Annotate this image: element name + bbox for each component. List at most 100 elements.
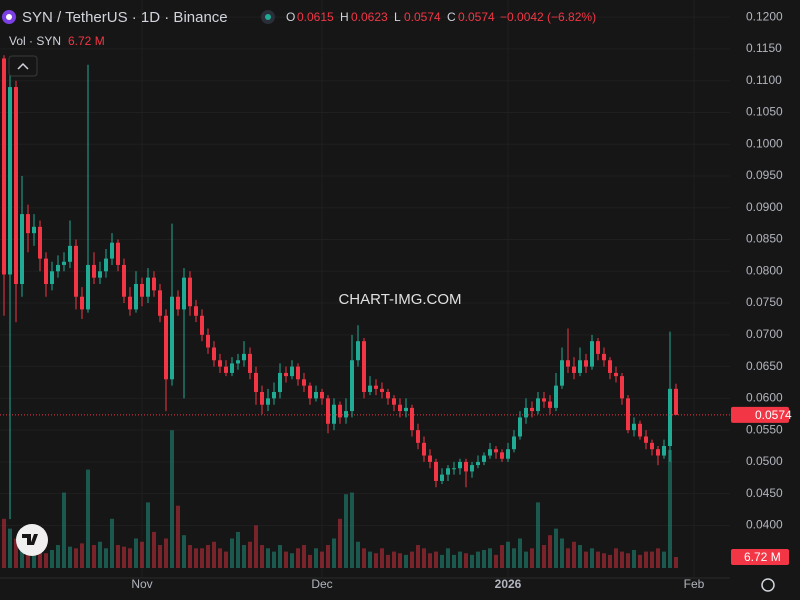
- volume-bar: [452, 554, 456, 568]
- watermark: CHART-IMG.COM: [338, 291, 461, 308]
- volume-bar: [248, 541, 252, 568]
- candle-body: [14, 87, 18, 284]
- volume-bar: [674, 556, 678, 568]
- volume-bar: [68, 546, 72, 568]
- volume-bar: [182, 535, 186, 568]
- volume-bar: [488, 548, 492, 568]
- candle-body: [344, 411, 348, 418]
- candle-body: [380, 388, 384, 393]
- candle-body: [128, 296, 132, 310]
- last-price-label: 0.0574: [755, 408, 792, 422]
- volume-bar: [140, 541, 144, 568]
- volume-tag-label: 6.72 M: [744, 550, 781, 564]
- volume-bar: [398, 553, 402, 568]
- candle-body: [332, 404, 336, 424]
- volume-bar: [152, 531, 156, 568]
- ohlc-label-h: H: [340, 10, 349, 24]
- candle-body: [506, 449, 510, 459]
- candle-body: [134, 284, 138, 310]
- candle-body: [62, 261, 66, 265]
- volume-bar: [326, 545, 330, 568]
- candle-body: [212, 347, 216, 361]
- candle-body: [224, 366, 228, 373]
- volume-bar: [500, 545, 504, 568]
- candle-body: [206, 334, 210, 348]
- candle-body: [320, 392, 324, 399]
- volume-tag: [731, 548, 789, 565]
- volume-bar: [116, 545, 120, 568]
- volume-bar: [44, 553, 48, 568]
- candle-body: [572, 366, 576, 373]
- candle-body: [662, 446, 666, 456]
- candle-body: [50, 271, 54, 284]
- candle-body: [470, 465, 474, 472]
- volume-bar: [308, 554, 312, 568]
- volume-bar: [386, 554, 390, 568]
- candle-body: [398, 404, 402, 412]
- candle-body: [290, 366, 294, 377]
- candle-body: [92, 264, 96, 278]
- ohlc-label-o: O: [286, 10, 295, 24]
- candle-body: [518, 417, 522, 437]
- candle-body: [476, 461, 480, 466]
- volume-bar: [74, 548, 78, 568]
- volume-bar: [122, 546, 126, 568]
- volume-bar: [668, 449, 672, 568]
- candle-body: [278, 372, 282, 393]
- volume-bar: [14, 538, 18, 568]
- candle-body: [560, 360, 564, 386]
- candle-body: [458, 461, 462, 469]
- candle-body: [488, 449, 492, 456]
- candle-body: [356, 341, 360, 361]
- candle-body: [536, 398, 540, 412]
- candle-body: [656, 449, 660, 456]
- volume-bar: [314, 548, 318, 568]
- candle-body: [122, 264, 126, 297]
- candle-body: [584, 360, 588, 367]
- y-tick-label: 0.1100: [746, 73, 782, 87]
- volume-bar: [524, 551, 528, 568]
- volume-bar: [626, 553, 630, 568]
- eye-icon-dot: [265, 14, 271, 20]
- volume-bar: [218, 548, 222, 568]
- volume-bar: [656, 548, 660, 568]
- candle-body: [368, 385, 372, 393]
- y-tick-label: 0.0450: [746, 486, 783, 500]
- candle-body: [188, 277, 192, 307]
- candle-body: [608, 360, 612, 373]
- candle-body: [374, 385, 378, 389]
- volume-bar: [422, 548, 426, 568]
- candle-body: [146, 277, 150, 297]
- candle-body: [338, 404, 342, 418]
- candle-body: [590, 341, 594, 367]
- volume-title: Vol · SYN: [9, 34, 61, 48]
- volume-bar: [518, 538, 522, 568]
- candle-body: [98, 271, 102, 278]
- candle-body: [614, 372, 618, 377]
- volume-bar: [26, 545, 30, 568]
- candle-body: [542, 398, 546, 402]
- volume-bar: [440, 554, 444, 568]
- candle-body: [218, 360, 222, 367]
- collapse-button[interactable]: [8, 55, 38, 77]
- volume-bar: [260, 545, 264, 568]
- volume-bar: [596, 551, 600, 568]
- volume-bar: [206, 545, 210, 568]
- candle-body: [260, 392, 264, 405]
- candle-body: [326, 398, 330, 424]
- y-tick-label: 0.0850: [746, 232, 783, 246]
- candle-body: [620, 376, 624, 399]
- volume-bar: [428, 553, 432, 568]
- candle-body: [2, 58, 6, 275]
- candle-body: [158, 290, 162, 316]
- y-tick-label: 0.1200: [746, 9, 783, 23]
- volume-bar: [368, 551, 372, 568]
- volume-bar: [164, 538, 168, 568]
- settings-icon[interactable]: [761, 578, 775, 592]
- candle-body: [554, 385, 558, 408]
- candles: [0, 55, 730, 520]
- y-tick-label: 0.0550: [746, 422, 783, 436]
- candle-body: [416, 430, 420, 443]
- y-tick-label: 0.0600: [746, 391, 783, 405]
- volume-bar: [632, 549, 636, 568]
